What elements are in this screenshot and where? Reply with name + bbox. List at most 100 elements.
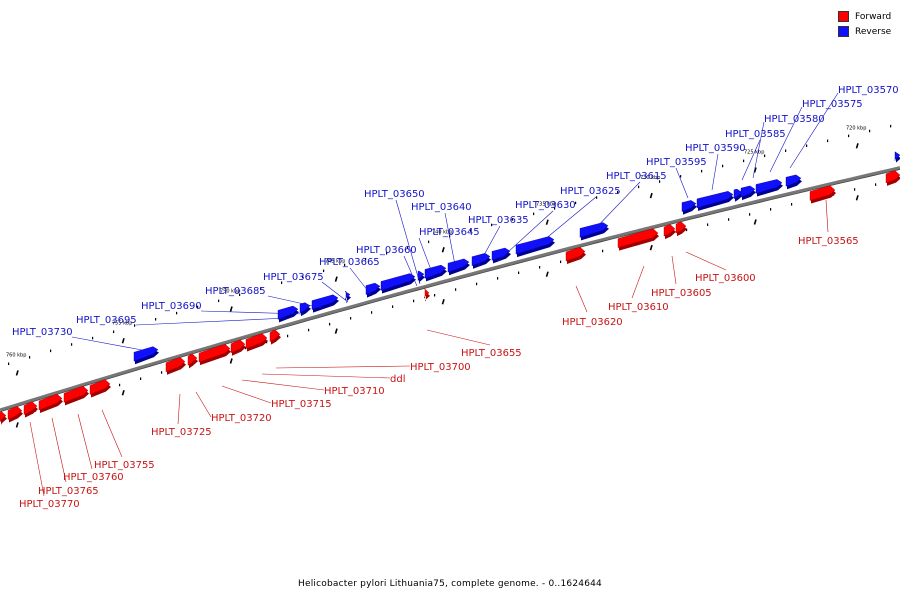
gene-reverse (696, 191, 734, 209)
minor-tick (728, 218, 730, 221)
major-tick (15, 422, 19, 428)
minor-tick (770, 208, 772, 211)
major-tick (855, 143, 859, 149)
gene-forward (63, 385, 89, 403)
minor-tick (617, 190, 619, 194)
gene-label: HPLT_03590 (685, 143, 746, 154)
gene-label: HPLT_03760 (63, 472, 124, 483)
gene-label: HPLT_03585 (725, 129, 786, 140)
major-tick (753, 219, 757, 225)
leader-line (496, 210, 554, 263)
leader-line (631, 265, 645, 299)
minor-tick (386, 252, 388, 255)
minor-tick (365, 257, 367, 261)
major-tick (121, 338, 125, 344)
forward-swatch (838, 11, 849, 22)
minor-tick (176, 311, 178, 315)
minor-tick (743, 159, 745, 163)
minor-tick (302, 275, 304, 279)
minor-tick (890, 124, 892, 128)
minor-tick (239, 293, 241, 296)
leader-line (71, 336, 143, 351)
minor-tick (560, 260, 562, 264)
gene-reverse (785, 174, 802, 187)
gene-label: HPLT_03690 (141, 301, 202, 312)
minor-tick (119, 383, 121, 387)
minor-tick (533, 212, 535, 216)
minor-tick (197, 305, 199, 309)
leader-line (29, 421, 45, 497)
gene-label: HPLT_03665 (319, 257, 380, 268)
minor-tick (155, 318, 157, 321)
minor-tick (140, 377, 142, 380)
gene-label: HPLT_03580 (764, 114, 825, 125)
leader-line (444, 212, 457, 271)
gene-forward (423, 288, 430, 299)
genome-backbone-shadow (0, 169, 900, 413)
reverse-swatch (838, 26, 849, 37)
gene-reverse (277, 305, 299, 320)
leader-line (275, 365, 411, 369)
major-tick (441, 299, 445, 305)
genome-caption: Helicobacter pylori Lithuania75, complet… (298, 579, 602, 589)
tick-label: 745 kbp (325, 259, 345, 265)
gene-reverse (733, 188, 743, 200)
leader-line (241, 379, 325, 391)
leader-line (395, 199, 421, 285)
gene-forward (7, 405, 23, 420)
minor-tick (371, 311, 373, 314)
gene-label: HPLT_03720 (211, 413, 272, 424)
major-tick (15, 370, 19, 376)
minor-tick (602, 249, 604, 253)
leader-line (531, 196, 597, 251)
gene-label: HPLT_03630 (515, 200, 576, 211)
minor-tick (323, 269, 325, 273)
gene-label: HPLT_03595 (646, 157, 707, 168)
minor-tick (329, 322, 331, 326)
major-tick (649, 244, 653, 251)
minor-tick (413, 299, 415, 303)
gene-label: HPLT_03660 (356, 245, 417, 256)
minor-tick (764, 154, 766, 158)
gene-label: HPLT_03695 (76, 315, 137, 326)
major-tick (545, 271, 549, 277)
minor-tick (71, 343, 73, 346)
leader-line (267, 295, 323, 309)
leader-line (195, 391, 212, 418)
gene-label: HPLT_03565 (798, 236, 859, 247)
major-tick (334, 328, 338, 334)
tick-label: 730 kbp (640, 175, 660, 181)
gene-forward (198, 343, 231, 363)
minor-tick (848, 134, 850, 138)
gene-reverse (515, 236, 555, 255)
minor-tick (8, 362, 10, 366)
gene-label: HPLT_03715 (271, 399, 332, 410)
gene-label: HPLT_03755 (94, 460, 155, 471)
minor-tick (680, 175, 682, 178)
minor-tick (407, 246, 409, 249)
leader-line (321, 281, 349, 303)
minor-tick (455, 288, 457, 291)
gene-label: HPLT_03710 (324, 386, 385, 397)
leader-line (752, 121, 765, 179)
minor-tick (575, 201, 577, 205)
minor-tick (785, 149, 787, 153)
leader-line (135, 317, 289, 326)
gene-label: HPLT_03635 (468, 215, 529, 226)
minor-tick (476, 282, 478, 286)
minor-tick (29, 356, 31, 359)
minor-tick (245, 346, 247, 350)
leader-line (221, 385, 272, 404)
gene-reverse (344, 290, 351, 301)
major-tick (334, 276, 338, 282)
gene-label: HPLT_03570 (838, 85, 899, 96)
major-tick (753, 167, 757, 173)
leader-line (77, 413, 93, 470)
legend: Forward Reverse (838, 9, 891, 39)
minor-tick (218, 299, 220, 303)
minor-tick (638, 185, 640, 189)
gene-label: HPLT_03650 (364, 189, 425, 200)
gene-reverse (365, 282, 381, 295)
legend-item-reverse: Reverse (838, 24, 891, 39)
